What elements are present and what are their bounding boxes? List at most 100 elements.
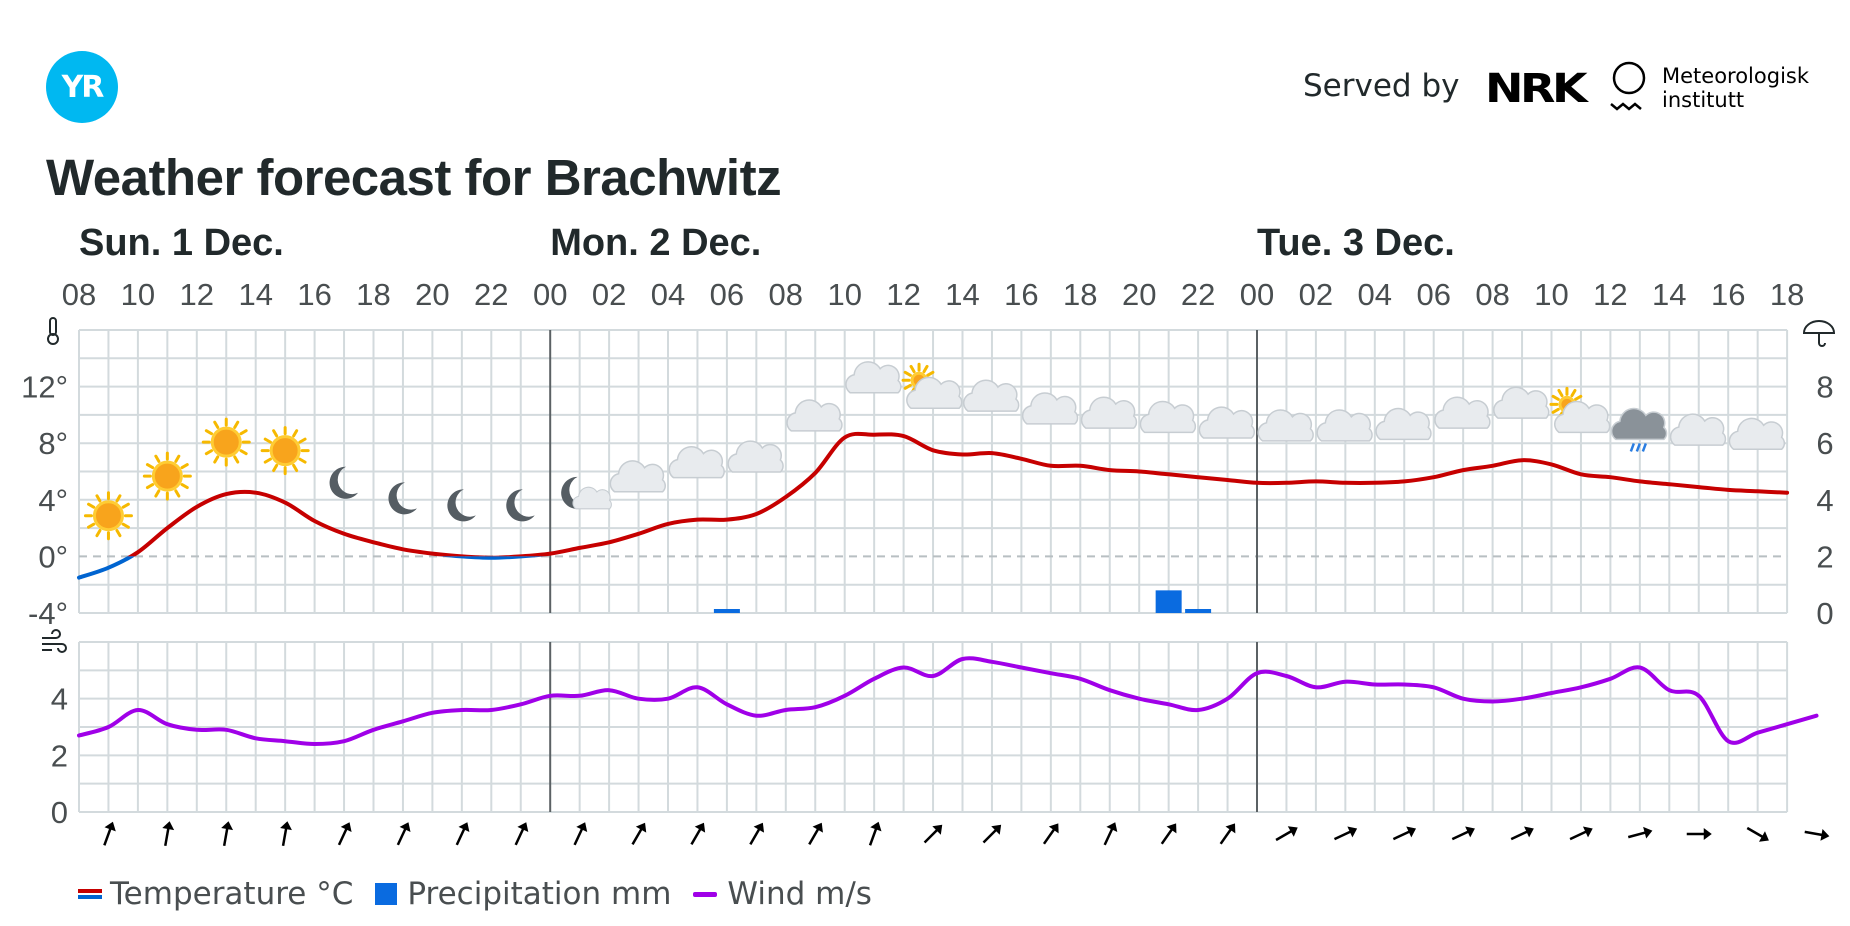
wind-direction-arrow bbox=[749, 822, 765, 846]
x-tick-label: 12 bbox=[886, 277, 920, 312]
cloud-shape bbox=[1080, 396, 1138, 429]
sun-ray bbox=[213, 455, 220, 464]
legend-item-wind: Wind m/s bbox=[693, 876, 872, 912]
cloud-icon bbox=[668, 445, 725, 479]
precip-bar bbox=[1185, 609, 1212, 613]
arrow-head bbox=[517, 822, 529, 833]
sun-ray bbox=[903, 383, 912, 390]
x-tick-label: 20 bbox=[415, 277, 449, 312]
legend-swatch-temperature bbox=[78, 889, 102, 899]
arrow-head bbox=[932, 824, 943, 835]
arrow-head bbox=[694, 822, 706, 833]
x-tick-label: 12 bbox=[180, 277, 214, 312]
sun-ray bbox=[263, 457, 272, 464]
arrow-head bbox=[162, 821, 175, 831]
sun-ray bbox=[263, 437, 272, 444]
moon-icon bbox=[447, 489, 476, 522]
moon-cloud-icon bbox=[561, 476, 612, 510]
rain-drop bbox=[1635, 442, 1642, 452]
cloud-shape bbox=[572, 486, 612, 510]
sun-ray bbox=[180, 483, 189, 490]
x-tick-label: 08 bbox=[62, 277, 96, 312]
sun-ray bbox=[239, 449, 248, 456]
x-tick-label: 16 bbox=[297, 277, 331, 312]
thermometer-bulb bbox=[47, 333, 59, 345]
cloud-shape bbox=[609, 460, 667, 493]
x-tick-label: 06 bbox=[710, 277, 744, 312]
sun-ray bbox=[213, 420, 220, 429]
wind-direction-arrow bbox=[1451, 826, 1475, 841]
precip-axis-label: 8 bbox=[1816, 370, 1833, 405]
arrow-head bbox=[1106, 822, 1118, 833]
nrk-logo: NRK bbox=[1485, 66, 1588, 112]
sun-ray bbox=[1551, 394, 1560, 401]
cloud-icon bbox=[1257, 409, 1314, 442]
arrow-head bbox=[753, 822, 765, 833]
x-tick-label: 08 bbox=[1475, 277, 1509, 312]
cloud-shape bbox=[1316, 409, 1373, 442]
wind-line bbox=[77, 656, 1819, 747]
cloud-icon bbox=[1669, 413, 1727, 446]
arrow-head bbox=[221, 821, 234, 831]
sun-ray bbox=[272, 463, 279, 473]
page-title: Weather forecast for Brachwitz bbox=[46, 149, 782, 206]
wind-direction-arrow bbox=[1160, 823, 1177, 845]
cloud-shape bbox=[1021, 392, 1079, 425]
wind-icon bbox=[42, 629, 67, 653]
sun-ray bbox=[204, 429, 214, 436]
arrow-head bbox=[991, 824, 1002, 835]
x-tick-label: 02 bbox=[1299, 277, 1333, 312]
rain-drop bbox=[1641, 442, 1648, 452]
sun-ray bbox=[154, 489, 161, 498]
x-tick-label: 00 bbox=[533, 277, 567, 312]
arrow-head bbox=[1347, 826, 1358, 838]
cloud-shape bbox=[1610, 407, 1668, 441]
x-tick-label: 10 bbox=[121, 277, 155, 312]
temp-axis-label: 8° bbox=[38, 426, 68, 461]
rain-drop bbox=[1629, 442, 1636, 452]
wind-direction-arrow bbox=[1627, 826, 1653, 839]
sun-ray bbox=[922, 364, 929, 374]
cloud-icon bbox=[1728, 417, 1786, 451]
x-tick-label: 22 bbox=[474, 277, 508, 312]
met-logo-icon bbox=[1610, 61, 1646, 111]
wind-direction-arrow bbox=[1219, 823, 1236, 845]
wind-axis-label: 2 bbox=[51, 738, 68, 773]
thermometer-icon bbox=[47, 317, 59, 345]
x-tick-label: 12 bbox=[1593, 277, 1627, 312]
sun-ray bbox=[233, 455, 240, 464]
x-tick-label: 16 bbox=[1711, 277, 1745, 312]
moon-icon bbox=[329, 466, 359, 499]
sun-icon bbox=[142, 451, 192, 501]
arrow-head bbox=[458, 822, 470, 833]
wind-direction-arrow bbox=[1103, 822, 1118, 846]
legend-label-precipitation: Precipitation mm bbox=[407, 876, 672, 912]
sun-ray bbox=[174, 454, 181, 463]
sun-ray bbox=[115, 494, 122, 503]
x-tick-label: 04 bbox=[1358, 277, 1392, 312]
cloud-icon bbox=[727, 440, 784, 473]
met-logo-text: Meteorologisk institutt bbox=[1662, 64, 1809, 112]
precip-axis-label: 4 bbox=[1816, 483, 1833, 518]
precip-axis-label: 2 bbox=[1816, 539, 1833, 574]
sun-ray bbox=[292, 429, 299, 438]
sun-ray bbox=[1570, 388, 1577, 398]
sun-icon bbox=[201, 417, 251, 467]
temp-axis-label: 12° bbox=[21, 370, 68, 405]
x-tick-label: 08 bbox=[769, 277, 803, 312]
sun-ray bbox=[154, 454, 161, 463]
cloud-shape bbox=[668, 445, 725, 479]
arrow-head bbox=[1643, 826, 1653, 839]
sun-disc bbox=[151, 460, 183, 492]
cloud-shape bbox=[1554, 400, 1611, 434]
sun-ray bbox=[272, 429, 279, 438]
wind-icon-lines bbox=[42, 629, 67, 653]
cloud-shape bbox=[786, 399, 843, 432]
cloud-icon bbox=[1493, 386, 1550, 419]
cloud-shape bbox=[845, 361, 902, 394]
x-tick-label: 20 bbox=[1122, 277, 1156, 312]
wind-direction-arrow bbox=[868, 821, 882, 846]
arrow-head bbox=[1048, 823, 1059, 834]
sun-disc bbox=[92, 500, 124, 532]
